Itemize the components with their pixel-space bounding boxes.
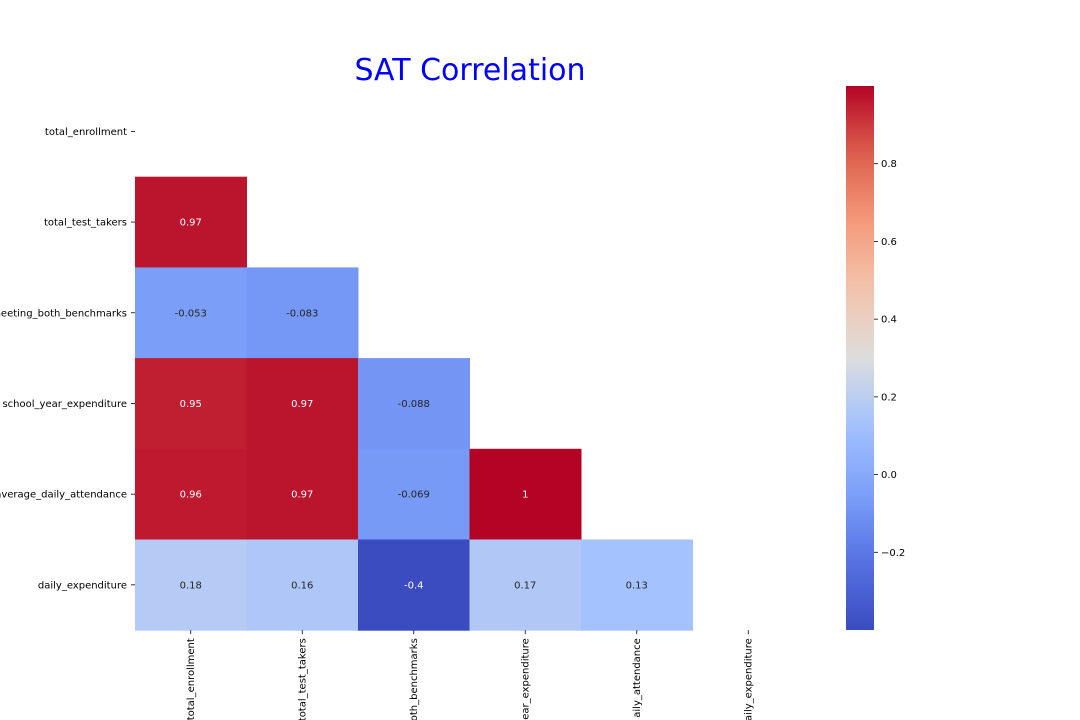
cell-value-label: 0.17 — [514, 580, 536, 591]
heatmap-cell — [246, 358, 359, 450]
heatmap-cell — [469, 448, 582, 540]
colorbar-tick-label: 0.0 — [881, 470, 897, 481]
row-label: school_year_expenditure — [2, 399, 127, 410]
heatmap-cell — [358, 358, 470, 450]
column-label: oth_benchmarks — [409, 638, 420, 720]
cell-value-label: -0.088 — [398, 399, 430, 410]
heatmap-cell — [135, 539, 247, 631]
row-label: total_test_takers — [44, 218, 127, 229]
chart-title: SAT Correlation — [354, 53, 585, 88]
cell-value-label: -0.083 — [286, 308, 318, 319]
column-label: total_test_takers — [298, 638, 309, 720]
colorbar — [846, 86, 874, 630]
row-labels: total_enrollment total_test_takersneeting… — [0, 127, 135, 591]
heatmap-cell — [246, 448, 359, 540]
cell-value-label: -0.053 — [175, 308, 207, 319]
heatmap-cell — [581, 539, 693, 631]
row-label: total_enrollment — [45, 127, 127, 138]
cell-value-label: -0.069 — [398, 490, 430, 501]
heatmap-cells: 0.97 -0.053 -0.083 0.95 0.97 -0.088 0.96 0.97 -0… — [135, 176, 693, 631]
column-labels: total_enrollment total_test_takers oth_ben… — [186, 630, 755, 720]
cell-value-label: 0.97 — [180, 218, 202, 229]
row-label: daily_expenditure — [38, 580, 127, 591]
cell-value-label: -0.4 — [404, 580, 424, 591]
colorbar-tick-label: −0.2 — [881, 548, 905, 559]
column-label: aily_attendance — [632, 638, 643, 718]
column-label: total_enrollment — [186, 638, 197, 720]
heatmap-cell — [246, 267, 359, 359]
heatmap-cell — [135, 176, 247, 268]
row-label: average_daily_attendance — [0, 490, 127, 501]
colorbar-tick-label: 0.2 — [881, 392, 897, 403]
cell-value-label: 1 — [522, 490, 528, 501]
heatmap-cell — [135, 267, 247, 359]
heatmap-cell — [246, 539, 359, 631]
cell-value-label: 0.13 — [626, 580, 648, 591]
cell-value-label: 0.95 — [180, 399, 202, 410]
heatmap-cell — [135, 358, 247, 450]
colorbar-ticks: 0.8 0.6 0.4 0.2 0.0 −0.2 — [874, 159, 905, 559]
cell-value-label: 0.96 — [180, 490, 202, 501]
heatmap-cell — [358, 448, 470, 540]
colorbar-tick-label: 0.4 — [881, 315, 897, 326]
column-label: ear_expenditure — [521, 638, 532, 720]
colorbar-tick-label: 0.8 — [881, 159, 897, 170]
heatmap-cell — [358, 539, 470, 631]
cell-value-label: 0.97 — [291, 399, 313, 410]
heatmap-cell — [469, 539, 582, 631]
heatmap-cell — [135, 448, 247, 540]
cell-value-label: 0.97 — [291, 490, 313, 501]
cell-value-label: 0.16 — [291, 580, 313, 591]
column-label: aily_expenditure — [744, 638, 755, 720]
cell-value-label: 0.18 — [180, 580, 202, 591]
colorbar-tick-label: 0.6 — [881, 237, 897, 248]
row-label: neeting_both_benchmarks — [0, 308, 127, 319]
